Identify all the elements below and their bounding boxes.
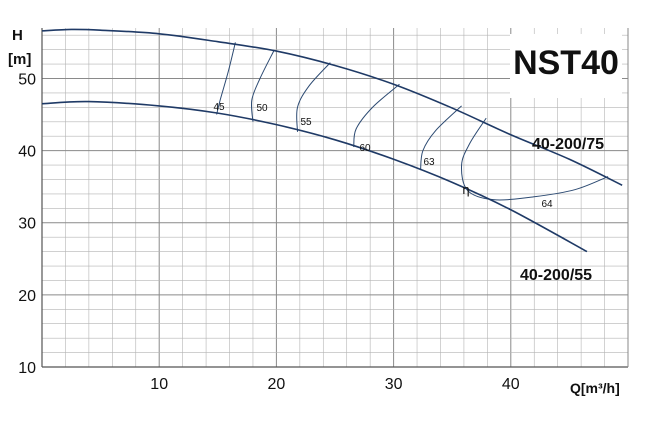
efficiency-curves [216,42,609,201]
efficiency-curve-63 [420,105,462,171]
x-tick-label-10: 10 [150,376,168,393]
efficiency-curve-60 [353,83,400,148]
efficiency-label-64: 64 [541,199,553,210]
efficiency-curve-64 [460,117,609,201]
efficiency-curve-45 [216,42,236,115]
x-tick-label-40: 40 [502,376,520,393]
x-tick-label-30: 30 [385,376,403,393]
labels: 10 20 30 40 10 20 30 40 50 H [m] Q[m³/h] 40-200/75 40… [8,27,620,396]
series-line-40-200/75 [41,28,623,186]
y-tick-label-10: 10 [18,360,36,377]
y-tick-label-30: 30 [18,216,36,233]
y-tick-label-50: 50 [18,71,36,88]
x-tick-label-20: 20 [268,376,286,393]
chart-title: NST40 [513,44,619,82]
series-label-40-200/75: 40-200/75 [532,136,604,153]
efficiency-curve-55 [296,62,331,132]
y-tick-label-20: 20 [18,288,36,305]
efficiency-label-50: 50 [256,103,268,114]
y-axis-unit: [m] [8,51,31,68]
efficiency-label-55: 55 [300,117,312,128]
efficiency-curve-50 [250,50,275,122]
series-label-40-200/55: 40-200/55 [520,267,592,284]
efficiency-label-45: 45 [213,102,225,113]
title-box [510,34,622,98]
efficiency-label-63: 63 [423,157,435,168]
y-axis-label: H [12,27,23,44]
axes [41,28,629,368]
efficiency-label-60: 60 [359,143,371,154]
efficiency-symbol: η [462,182,469,197]
series-line-40-200/55 [41,100,588,253]
y-tick-label-40: 40 [18,144,36,161]
x-axis-label: Q[m³/h] [570,380,620,396]
series-lines [41,28,623,253]
